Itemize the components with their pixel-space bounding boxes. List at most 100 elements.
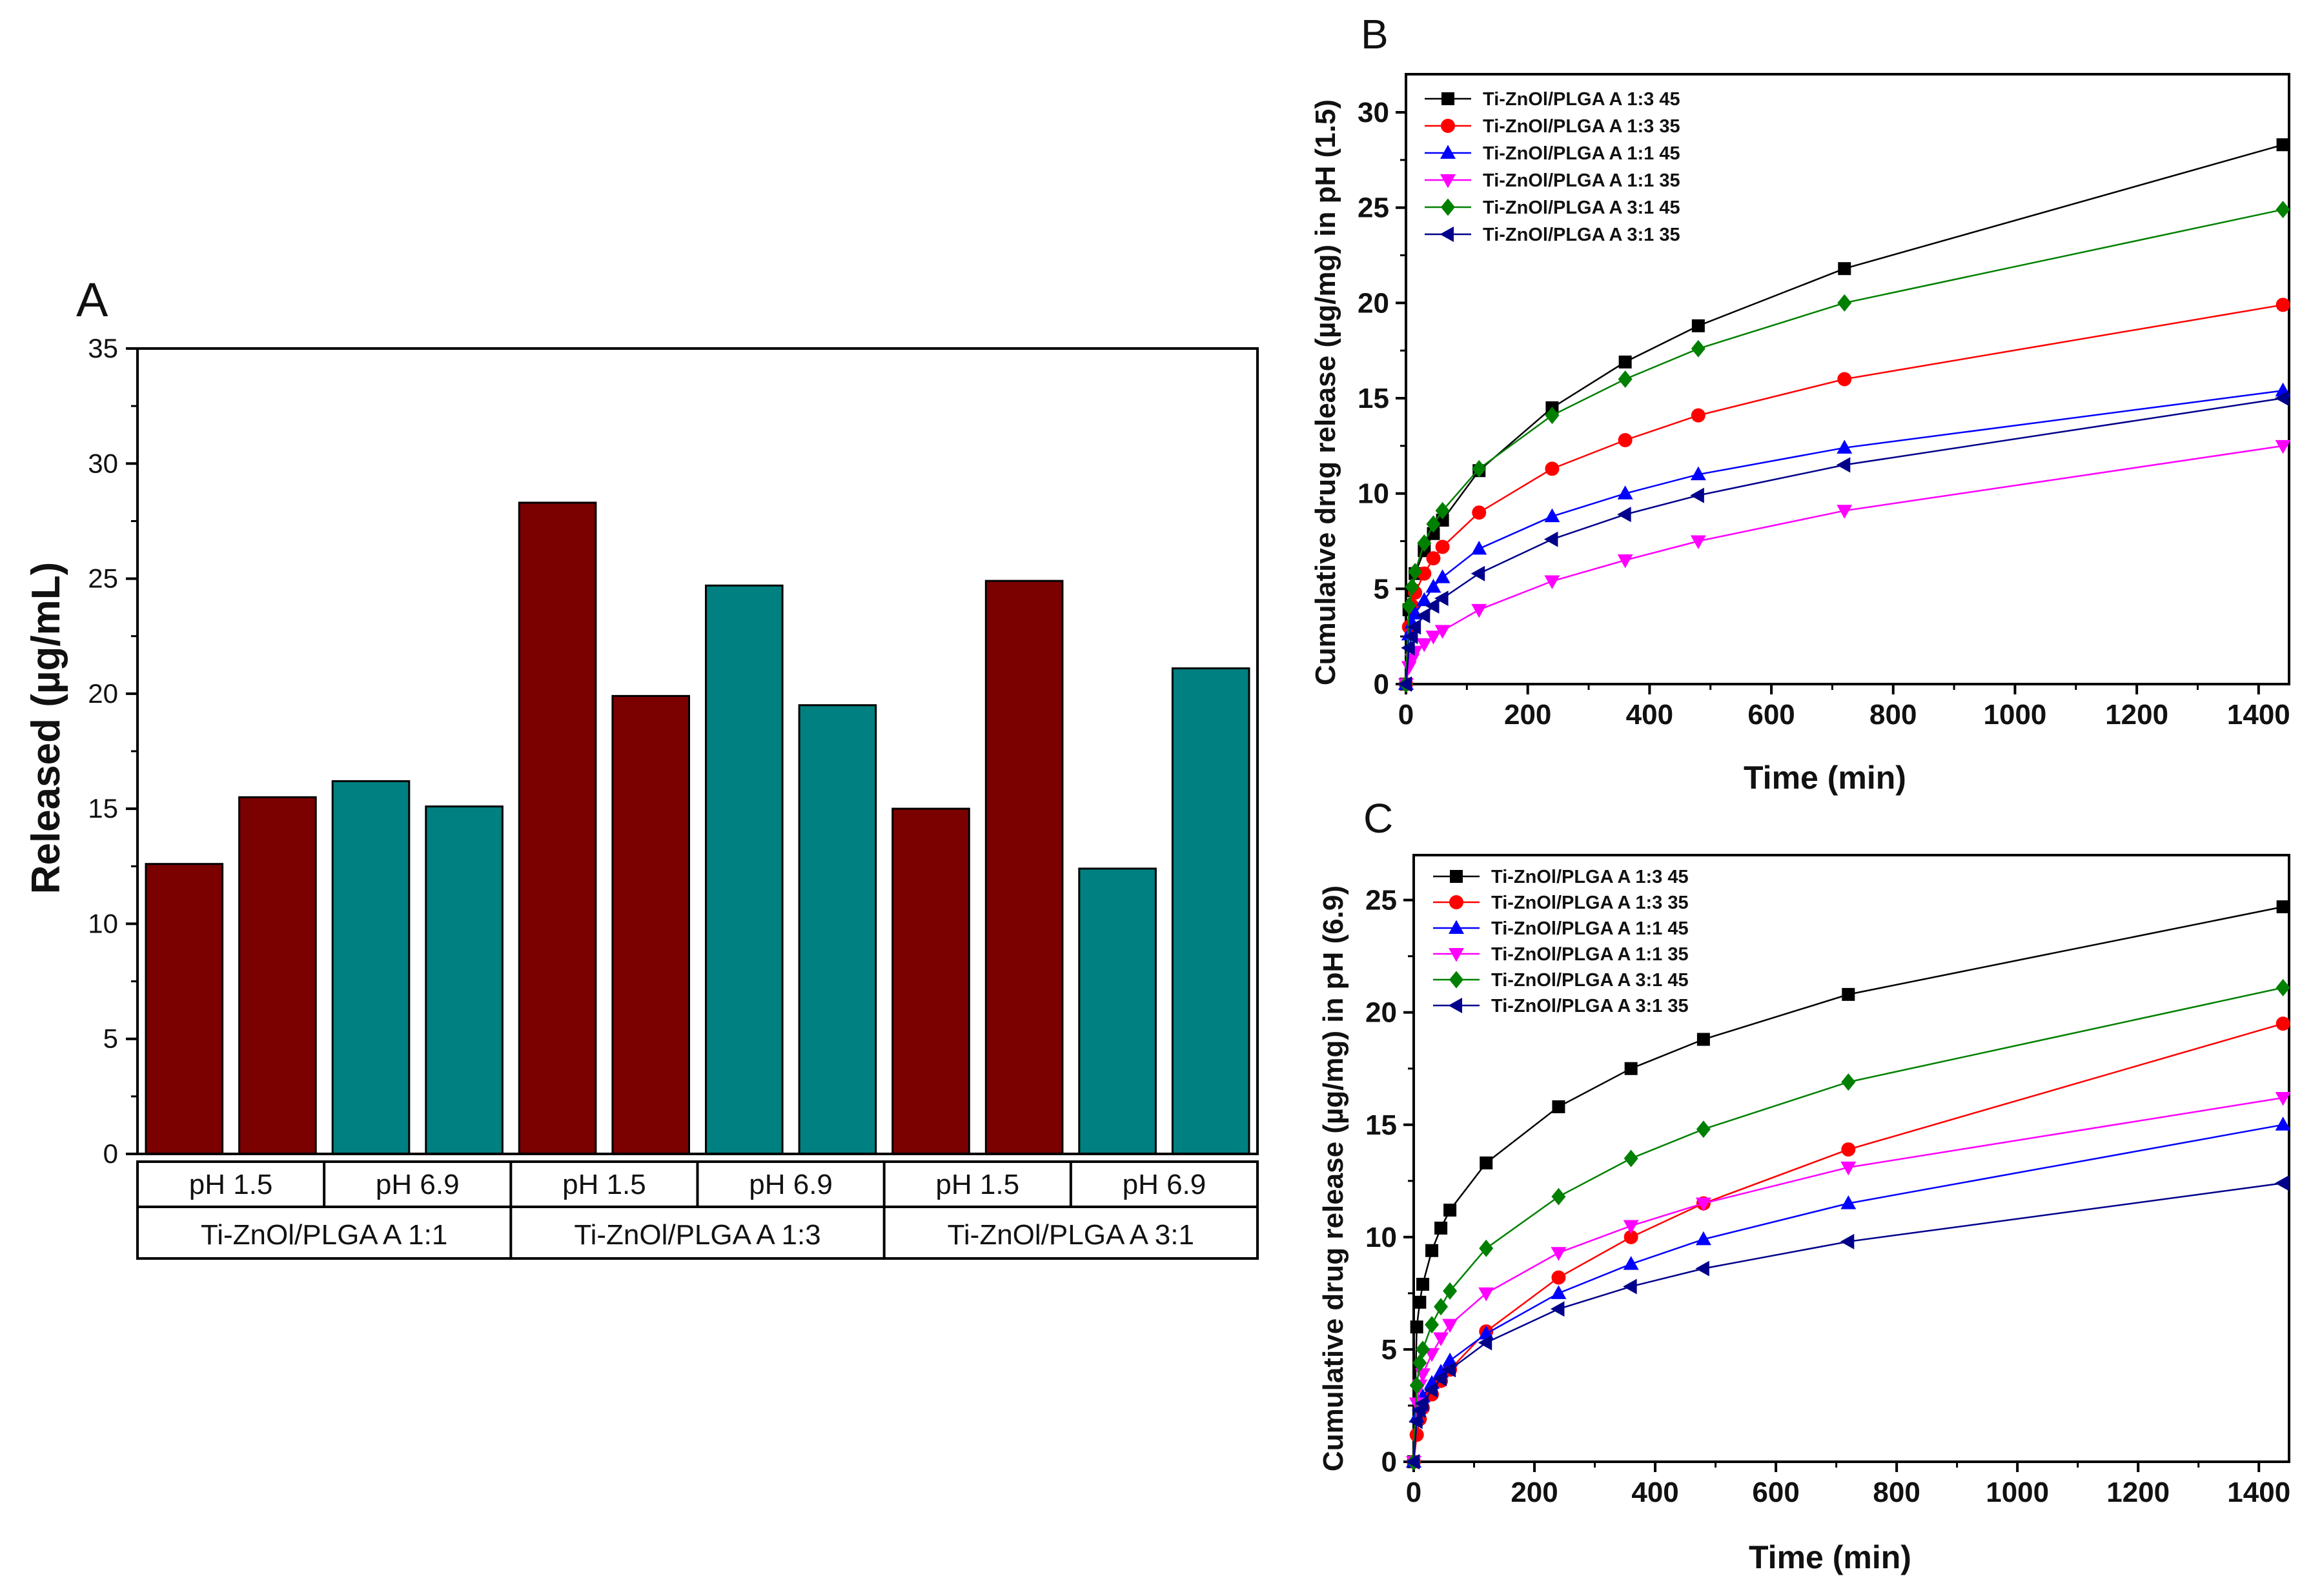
y-tick-label-10: 10	[88, 908, 118, 938]
data-point	[2275, 1175, 2289, 1191]
bar-3	[331, 780, 411, 1155]
y-tick-label-0: 0	[1374, 669, 1389, 700]
data-point	[1410, 1320, 1423, 1334]
data-point	[1423, 1382, 1438, 1398]
x-tick-label-1000: 1000	[1984, 699, 2047, 731]
legend-marker-3	[1440, 145, 1456, 159]
x-tick-label-1200: 1200	[2106, 1477, 2170, 1508]
legend-label-3: Ti-ZnOl/PLGA A 1:1 45	[1483, 143, 1680, 164]
panel-a-axes: 0 5 10 15 20 25 30 35	[88, 333, 1259, 1169]
x-tick-label-200: 200	[1511, 1477, 1558, 1508]
legend-marker-2	[1441, 119, 1455, 133]
bar-9	[891, 807, 970, 1155]
data-point	[1472, 505, 1487, 520]
legend-marker-3	[1449, 920, 1464, 934]
x-tick-label-400: 400	[1626, 699, 1673, 731]
plot-frame	[1405, 73, 2290, 685]
series-3	[1398, 382, 2291, 690]
data-point	[1623, 1256, 1639, 1270]
x-tick-label-0: 0	[1406, 1477, 1421, 1508]
panel-a-bars	[145, 501, 1250, 1155]
data-point	[1472, 460, 1487, 478]
data-point	[1623, 1220, 1639, 1234]
y-tick-label-20: 20	[88, 678, 118, 709]
data-point	[1416, 592, 1432, 607]
axes: 0 200 400 600 800 1000 1200 1400 0 5 10 15 20 25 30	[1358, 73, 2290, 731]
data-point	[1401, 597, 1416, 615]
data-point	[1405, 578, 1420, 596]
subgroup-label: pH 6.9	[376, 1169, 460, 1200]
group-label-2: Ti-ZnOl/PLGA A 1:3	[574, 1219, 820, 1251]
data-point	[1690, 466, 1706, 481]
y-tick-label-35: 35	[88, 333, 118, 363]
data-point	[1426, 515, 1441, 533]
axes: 0 200 400 600 800 1000 1200 1400 0 5 10 15 20 25	[1365, 854, 2290, 1508]
legend-label-4: Ti-ZnOl/PLGA A 1:1 35	[1491, 944, 1689, 965]
data-point	[1412, 1354, 1427, 1372]
panel-c-label: C	[1363, 795, 1393, 842]
bar-12	[1171, 667, 1250, 1155]
x-tick-label-1400: 1400	[2227, 699, 2290, 731]
panel-b-plot: 0 200 400 600 800 1000 1200 1400 0 5 10 15 20 25 30 Ti-…	[1358, 73, 2291, 731]
data-point	[1841, 1073, 1856, 1091]
data-point	[2275, 1116, 2291, 1131]
data-point	[1837, 439, 1853, 454]
bar-2	[238, 796, 317, 1155]
panel-a-label: A	[76, 273, 108, 327]
legend: Ti-ZnOl/PLGA A 1:3 45 Ti-ZnOl/PLGA A 1:3 …	[1425, 89, 1680, 245]
legend-marker-4	[1449, 948, 1464, 962]
data-point	[1837, 294, 1852, 312]
data-point	[1551, 1285, 1567, 1299]
data-point	[1544, 508, 1560, 523]
data-point	[1409, 1428, 1424, 1442]
y-tick-label-20: 20	[1365, 997, 1397, 1029]
x-tick-label-200: 200	[1504, 699, 1551, 731]
data-point	[2275, 978, 2290, 996]
data-point	[1435, 540, 1450, 554]
legend-label-1: Ti-ZnOl/PLGA A 1:3 45	[1483, 89, 1680, 110]
series-6	[1398, 390, 2289, 692]
bar-6	[611, 694, 691, 1155]
data-point	[1478, 1335, 1492, 1351]
y-tick-label-30: 30	[1358, 97, 1389, 128]
x-tick-label-800: 800	[1873, 1477, 1920, 1508]
data-point	[1624, 1149, 1638, 1167]
y-tick-label-5: 5	[1374, 573, 1389, 605]
legend-marker-5	[1449, 971, 1463, 989]
subgroup-label: pH 1.5	[935, 1169, 1019, 1200]
data-point	[1618, 370, 1633, 388]
y-tick-label-5: 5	[1381, 1334, 1397, 1366]
y-tick-label-25: 25	[88, 563, 118, 594]
subgroup-label: pH 6.9	[749, 1169, 833, 1200]
panel-b-x-axis-label: Time (min)	[1744, 760, 1906, 796]
panel-c-x-axis-label: Time (min)	[1749, 1539, 1911, 1575]
data-point	[2276, 900, 2290, 914]
legend-label-1: Ti-ZnOl/PLGA A 1:3 45	[1491, 867, 1689, 887]
data-point	[1425, 631, 1441, 645]
series-5	[1399, 201, 2290, 693]
data-point	[1471, 540, 1487, 555]
y-tick-label-10: 10	[1365, 1222, 1397, 1253]
data-point	[1624, 1229, 1638, 1244]
data-point	[1425, 598, 1440, 614]
bar-8	[798, 704, 877, 1155]
data-point	[1398, 676, 1412, 692]
group-label-3: Ti-ZnOl/PLGA A 3:1	[948, 1219, 1194, 1251]
data-point	[1403, 629, 1418, 645]
data-point	[1545, 407, 1560, 425]
data-point	[1443, 1204, 1457, 1217]
legend: Ti-ZnOl/PLGA A 1:3 45 Ti-ZnOl/PLGA A 1:3 …	[1433, 867, 1689, 1016]
y-tick-label-15: 15	[88, 793, 118, 823]
data-point	[1690, 487, 1704, 503]
legend-label-6: Ti-ZnOl/PLGA A 3:1 35	[1491, 996, 1689, 1016]
legend-marker-5	[1441, 198, 1455, 216]
data-point	[1840, 1233, 1855, 1249]
panel-a-category-table: Ti-ZnOl/PLGA A 1:1 pH 1.5 pH 6.9 Ti-ZnOl/PL…	[136, 1160, 1259, 1260]
y-tick-label-0: 0	[1381, 1446, 1397, 1478]
data-point	[1426, 551, 1441, 566]
data-point	[1435, 501, 1450, 520]
x-tick-label-400: 400	[1631, 1477, 1678, 1508]
y-tick-label-15: 15	[1358, 383, 1389, 414]
data-point	[1618, 355, 1632, 369]
data-point	[1416, 638, 1432, 652]
